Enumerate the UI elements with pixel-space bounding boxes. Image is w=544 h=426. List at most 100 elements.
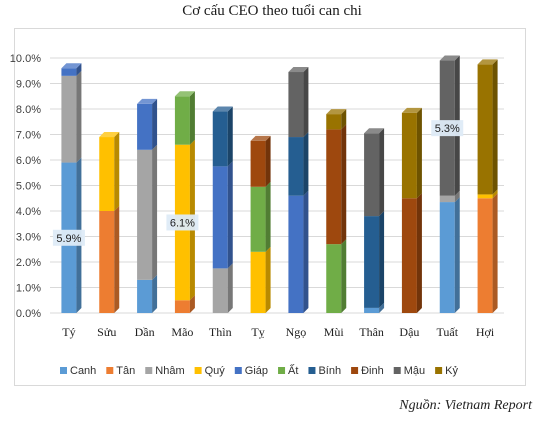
legend-item: Tân	[106, 365, 135, 377]
x-tick-label: Sửu	[97, 325, 116, 339]
y-tick-label: 1.0%	[16, 283, 41, 295]
bar-segment-side	[76, 70, 82, 163]
bar-segment-side	[341, 109, 347, 130]
bar-stack	[61, 63, 82, 313]
bar-segment-side	[265, 246, 271, 313]
bar-segment	[250, 186, 266, 252]
legend-item: Nhâm	[145, 365, 185, 377]
chart-title: Cơ cấu CEO theo tuổi can chi	[182, 3, 362, 19]
legend-label: Canh	[70, 365, 96, 377]
bar-segment	[288, 137, 304, 196]
bar-segment-side	[227, 161, 233, 269]
bar-segment-side	[492, 59, 498, 195]
bar-segment-side	[454, 197, 460, 313]
legend-swatch	[194, 367, 202, 374]
bar-segment-side	[341, 124, 347, 245]
bar-stack	[137, 98, 158, 313]
bar-segment	[174, 300, 190, 313]
bar-top-face	[99, 132, 120, 138]
bar-segment-side	[492, 193, 498, 313]
legend-label: Nhâm	[155, 365, 184, 377]
bar-top-face	[364, 128, 385, 134]
x-tick-label: Mão	[171, 325, 193, 339]
bar-segment	[364, 216, 380, 308]
bar-segment	[99, 137, 115, 211]
x-tick-label: Thìn	[209, 325, 232, 339]
legend-swatch	[234, 367, 242, 374]
x-tick-label: Hợi	[476, 325, 495, 339]
data-label: 5.3%	[435, 123, 460, 135]
bar-top-face	[288, 67, 309, 73]
bar-segment-side	[416, 107, 422, 199]
legend-item: Mậu	[393, 365, 425, 377]
bar-segment-side	[416, 193, 422, 313]
bar-segment-side	[152, 274, 158, 313]
legend: Canh Tân Nhâm Quý Giáp Ất Bính Đinh Mậu Kỷ	[60, 364, 458, 377]
y-tick-label: 6.0%	[16, 155, 41, 167]
x-tick-label: Dần	[135, 325, 155, 339]
legend-label: Tân	[116, 365, 135, 377]
bar-top-face	[212, 106, 233, 112]
data-label-box	[52, 229, 85, 246]
legend-swatch	[308, 367, 316, 374]
bar-segment	[212, 268, 228, 313]
data-label: 6.1%	[170, 217, 195, 229]
legend-item: Kỷ	[435, 365, 458, 377]
legend-item: Đinh	[351, 365, 384, 377]
bar-segment	[137, 103, 153, 150]
bar-segment-side	[303, 67, 309, 138]
y-tick-label: 5.0%	[16, 181, 41, 193]
bar-top-face	[174, 91, 195, 97]
bar-stack	[326, 109, 347, 313]
bar-segment-side	[152, 144, 158, 280]
bar-segment-side	[227, 106, 233, 167]
bar-segment-side	[379, 211, 385, 308]
bar-stack	[212, 106, 233, 313]
bar-segment-side	[76, 63, 82, 76]
bar-segment-side	[265, 181, 271, 252]
y-axis: 0.0% 1.0% 2.0% 3.0% 4.0% 5.0% 6.0% 7.0% 8.0% 9.0%…	[10, 53, 41, 320]
legend-swatch	[435, 367, 443, 374]
data-label-box	[166, 214, 199, 231]
legend-item: Quý	[194, 365, 226, 377]
bar-segment-side	[114, 132, 120, 211]
legend-swatch	[278, 367, 286, 374]
x-tick-label: Mùi	[324, 325, 345, 339]
bar-segment	[401, 198, 417, 313]
bar-segment	[137, 149, 153, 280]
y-tick-label: 7.0%	[16, 130, 41, 142]
bar-segment	[61, 75, 77, 163]
legend-label: Bính	[318, 365, 341, 377]
legend-swatch	[60, 367, 67, 374]
bar-segment	[477, 64, 493, 195]
bar-stack	[401, 107, 422, 313]
bar-stack	[288, 67, 309, 313]
legend-label: Kỷ	[445, 365, 458, 377]
chart-frame	[14, 28, 526, 386]
legend-item: Giáp	[234, 365, 268, 377]
bar-segment-side	[303, 190, 309, 313]
bar-top-face	[250, 135, 271, 141]
legend-label: Quý	[205, 365, 226, 377]
bar-segment	[439, 195, 455, 203]
bar-top-face	[477, 59, 498, 65]
x-tick-label: Tỵ	[251, 325, 264, 339]
bar-segment	[439, 202, 455, 313]
bar-stack	[250, 135, 271, 313]
bar-segment-side	[303, 132, 309, 196]
bar-segment-side	[379, 302, 385, 313]
legend-item: Canh	[60, 365, 96, 377]
gridlines	[50, 57, 504, 314]
bar-segment	[326, 244, 342, 313]
y-tick-label: 0.0%	[16, 308, 41, 320]
bar-segment	[288, 195, 304, 313]
x-tick-label: Tuất	[436, 325, 458, 339]
legend-label: Giáp	[245, 365, 268, 377]
bar-segment	[212, 111, 228, 167]
bar-segment	[477, 194, 493, 199]
bar-top-face	[326, 109, 347, 115]
bar-segment-side	[114, 206, 120, 313]
bar-segment	[174, 96, 190, 145]
bar-segment	[61, 68, 77, 76]
bar-segment-side	[189, 295, 195, 313]
